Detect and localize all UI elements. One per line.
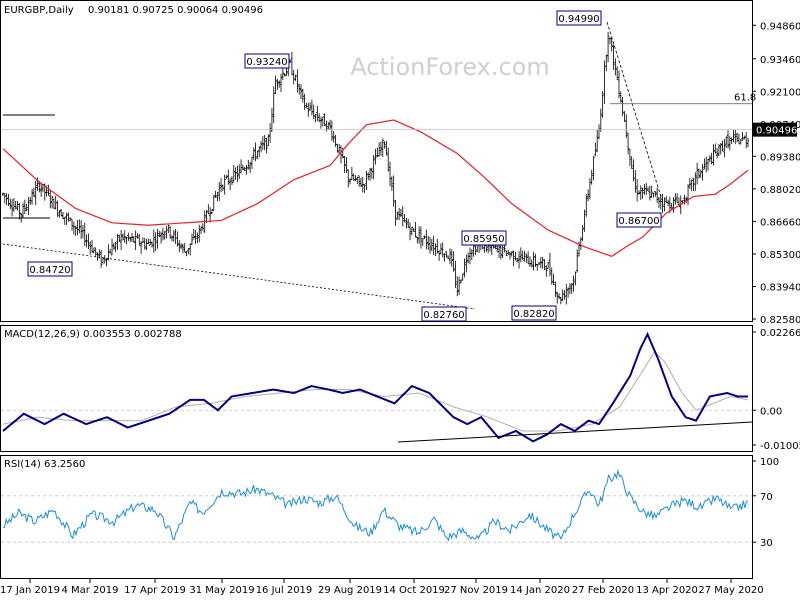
price-y-tick-label: 0.93460 <box>760 55 800 66</box>
x-tick-label: 17 Jan 2019 <box>0 585 60 596</box>
macd-line <box>2 331 748 443</box>
price-panel-frame <box>0 0 753 322</box>
annotation-box <box>27 261 73 277</box>
rsi-line <box>2 469 749 542</box>
rsi-y-tick-label: 30 <box>760 538 773 549</box>
annotation-box <box>616 212 662 228</box>
ohlc-label: 0.90181 0.90725 0.90064 0.90496 <box>88 5 263 16</box>
current-price-label: 0.90496 <box>756 126 797 137</box>
macd-trendline <box>397 421 753 443</box>
rsi-title: RSI(14) 63.2560 <box>4 459 85 470</box>
macd-signal-line <box>2 350 749 432</box>
price-y-tick-label: 0.89380 <box>760 152 800 163</box>
x-tick-label: 27 Nov 2019 <box>444 585 508 596</box>
annotation-box <box>556 10 602 26</box>
moving-average-line <box>2 119 749 257</box>
x-tick-label: 14 Oct 2019 <box>383 585 445 596</box>
rsi-panel <box>1 469 752 543</box>
x-tick-label: 4 Mar 2019 <box>61 585 118 596</box>
x-tick-label: 13 Apr 2020 <box>636 585 698 596</box>
annotation-label: 0.84720 <box>29 265 70 276</box>
watermark-text: ActionForex.com <box>350 53 550 81</box>
symbol-label: EURGBP,Daily <box>4 5 74 16</box>
fib-level-label: 61.8 <box>734 93 756 104</box>
macd-panel <box>1 331 753 443</box>
annotation-box <box>511 305 557 321</box>
annotation-box <box>421 306 467 322</box>
axes: 0.948600.934600.921000.907400.893800.880… <box>0 21 800 596</box>
annotation-box <box>244 53 290 69</box>
price-y-tick-label: 0.88020 <box>760 185 800 196</box>
x-tick-label: 31 May 2019 <box>189 585 254 596</box>
annotation-label: 0.94990 <box>558 14 599 25</box>
annotation-label: 0.82760 <box>423 310 464 321</box>
macd-title: MACD(12,26,9) 0.003553 0.002788 <box>4 329 182 340</box>
rsi-y-tick-label: 100 <box>760 457 779 468</box>
annotation-label: 0.93240 <box>246 57 287 68</box>
price-panel: 61.8 0.84720 0.93240 0.82760 0.85950 0.82820 0… <box>1 10 756 322</box>
x-tick-label: 27 Feb 2020 <box>572 585 634 596</box>
annotation-label: 0.85950 <box>463 234 504 245</box>
rsi-panel-frame <box>0 455 753 579</box>
rsi-y-tick-label: 70 <box>760 492 773 503</box>
price-y-tick-label: 0.85300 <box>760 250 800 261</box>
annotation-label: 0.86700 <box>618 216 659 227</box>
annotation-label: 0.82820 <box>513 309 554 320</box>
x-tick-label: 14 Jan 2020 <box>510 585 570 596</box>
macd-panel-frame <box>0 325 753 452</box>
macd-y-tick-label: -0.010052 <box>760 441 800 452</box>
current-price-badge <box>753 122 797 137</box>
price-y-tick-label: 0.82580 <box>760 315 800 326</box>
x-tick-label: 29 Aug 2019 <box>318 585 382 596</box>
trendline-lower <box>2 243 476 310</box>
price-y-tick-label: 0.83940 <box>760 282 800 293</box>
x-tick-label: 17 Apr 2019 <box>124 585 186 596</box>
annotation-box <box>461 230 507 246</box>
x-tick-label: 16 Jul 2019 <box>256 585 313 596</box>
macd-y-tick-label: 0.00 <box>760 406 782 417</box>
x-tick-label: 27 May 2020 <box>698 585 763 596</box>
price-y-tick-label: 0.86660 <box>760 217 800 228</box>
price-y-tick-label: 0.94860 <box>760 21 800 32</box>
trendline-down <box>606 21 663 201</box>
macd-y-tick-label: 0.022662 <box>760 328 800 339</box>
price-y-tick-label: 0.92100 <box>760 87 800 98</box>
